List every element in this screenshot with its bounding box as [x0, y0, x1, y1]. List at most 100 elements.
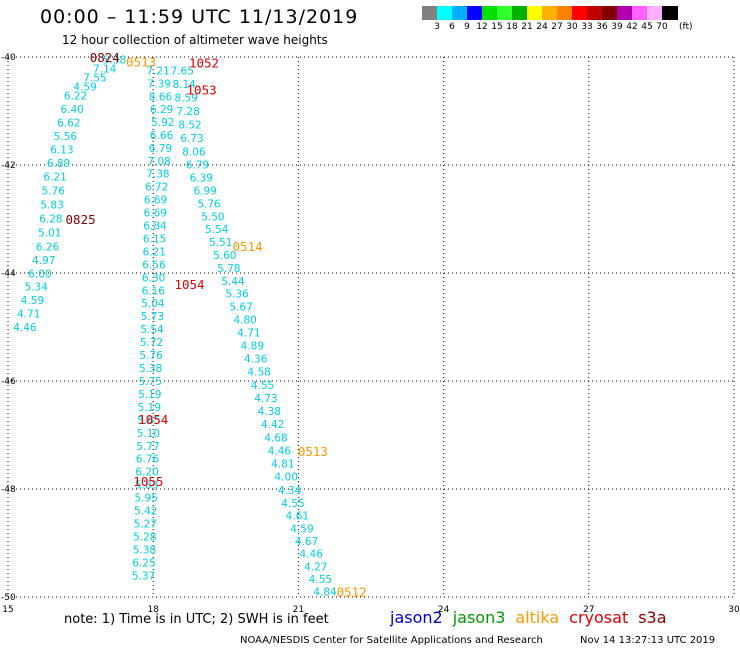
credit-organization: NOAA/NESDIS Center for Satellite Applica… [240, 635, 543, 646]
wave-height-value: 5.19 [138, 402, 161, 414]
wave-height-value: 7.38 [146, 169, 169, 181]
longitude-tick-label: 21 [293, 605, 304, 615]
wave-height-value: 6.30 [142, 272, 165, 284]
color-scale-tick: 9 [464, 22, 470, 32]
wave-height-value: 6.73 [180, 133, 203, 145]
wave-height-value: 7.55 [83, 72, 106, 84]
wave-height-value: 8.52 [178, 119, 201, 131]
wave-height-value: 4.55 [251, 380, 274, 392]
color-swatch [497, 6, 513, 20]
wave-height-value: 6.29 [150, 104, 173, 116]
wave-height-value: 6.26 [36, 241, 60, 253]
wave-height-value: 5.04 [141, 298, 165, 310]
wave-height-values: 5.387.147.554.596.226.406.625.566.136.89… [13, 55, 337, 599]
color-swatch [602, 6, 618, 20]
chart-subtitle: 12 hour collection of altimeter wave hei… [62, 33, 328, 47]
legend-entry-jason2: jason2 [390, 608, 443, 627]
longitude-tick-label: 30 [728, 605, 740, 615]
wave-height-value: 5.72 [140, 337, 163, 349]
wave-height-value: 4.46 [300, 549, 324, 561]
wave-height-value: 5.76 [139, 350, 163, 362]
pass-time-label: 0513 [298, 444, 328, 459]
wave-height-value: 4.46 [13, 322, 37, 334]
wave-height-value: 5.27 [134, 519, 157, 531]
pass-time-label: 0825 [66, 212, 96, 227]
wave-height-value: 5.10 [137, 428, 160, 440]
wave-height-value: 5.60 [213, 250, 236, 262]
wave-height-value: 4.00 [275, 472, 298, 484]
wave-height-value: 6.21 [143, 246, 166, 258]
wave-height-value: 4.61 [286, 511, 309, 523]
axis-labels: -40 -42 -44 -46 -48 -50 15 18 21 24 27 30 [1, 53, 740, 615]
wave-height-value: 5.73 [141, 311, 164, 323]
wave-height-value: 5.50 [201, 211, 224, 223]
wave-height-value: 7.08 [147, 156, 170, 168]
wave-height-value: 5.83 [40, 200, 63, 212]
color-scale-tick: 39 [611, 22, 623, 32]
chart-title: 00:00 – 11:59 UTC 11/13/2019 [40, 6, 359, 28]
legend-entry-jason3: jason3 [452, 608, 506, 627]
wave-height-value: 4.59 [290, 523, 313, 535]
color-scale-tick: 6 [449, 22, 455, 32]
map-grid [7, 56, 735, 598]
wave-height-value: 6.13 [50, 145, 73, 157]
wave-height-value: 8.66 [149, 91, 173, 103]
wave-height-value: 6.69 [144, 194, 167, 206]
pass-time-label: 1054 [174, 277, 204, 292]
color-scale-tick: 21 [521, 22, 533, 32]
wave-height-value: 5.76 [42, 186, 66, 198]
wave-height-value: 4.34 [278, 485, 302, 497]
wave-height-value: 4.46 [268, 445, 292, 457]
longitude-tick-label: 27 [583, 605, 594, 615]
wave-height-value: 6.56 [142, 259, 166, 271]
longitude-tick-label: 24 [438, 605, 450, 615]
wave-height-value: 4.84 [313, 587, 337, 599]
color-scale-tick: 24 [536, 22, 548, 32]
legend-entry-cryosat: cryosat [569, 608, 629, 627]
wave-height-value: 5.65 [137, 415, 160, 427]
legend-entry-altika: altika [515, 608, 560, 627]
wave-height-value: 6.84 [143, 220, 167, 232]
color-swatch [527, 6, 543, 20]
latitude-tick-label: -40 [1, 53, 16, 63]
color-swatch [617, 6, 633, 20]
wave-height-value: 4.27 [304, 561, 327, 573]
wave-height-value: 6.00 [28, 268, 51, 280]
wave-height-value: 4.36 [244, 354, 268, 366]
color-scale-tick: 36 [596, 22, 608, 32]
wave-height-value: 5.75 [139, 376, 162, 388]
pass-time-label: 1052 [189, 55, 219, 70]
pass-time-label: 0824 [90, 50, 120, 65]
pass-time-label: 1053 [187, 82, 217, 97]
wave-height-value: 5.28 [133, 532, 156, 544]
wave-height-value: 7.28 [176, 106, 199, 118]
wave-height-value: 5.83 [135, 480, 158, 492]
wave-height-value: 5.44 [221, 276, 245, 288]
wave-height-value: 5.01 [38, 228, 61, 240]
wave-height-value: 6.62 [57, 118, 80, 130]
latitude-tick-label: -50 [1, 593, 16, 603]
wave-height-value: 5.34 [25, 282, 49, 294]
wave-height-value: 4.73 [254, 393, 277, 405]
latitude-tick-label: -44 [1, 269, 16, 279]
wave-height-value: 4.38 [258, 406, 281, 418]
wave-height-value: 6.76 [136, 454, 160, 466]
latitude-tick-label: -48 [1, 485, 16, 495]
color-swatch [482, 6, 498, 20]
wave-height-value: 6.89 [47, 158, 70, 170]
color-swatch [437, 6, 453, 20]
color-scale-tick: 27 [551, 22, 563, 32]
pass-time-label: 1055 [133, 474, 163, 489]
wave-height-value: 7.39 [148, 78, 171, 90]
color-scale-tick: 33 [581, 22, 593, 32]
wave-height-value: 6.22 [64, 90, 87, 102]
longitude-tick-label: 18 [147, 605, 159, 615]
wave-height-value: 6.16 [142, 285, 166, 297]
wave-height-value: 4.71 [237, 327, 260, 339]
wave-height-value: 6.99 [193, 185, 216, 197]
wave-height-value: 4.71 [17, 309, 40, 321]
color-swatch [587, 6, 603, 20]
color-scale-tick: 3 [434, 22, 440, 32]
color-swatch [512, 6, 528, 20]
wave-height-value: 4.55 [281, 498, 304, 510]
